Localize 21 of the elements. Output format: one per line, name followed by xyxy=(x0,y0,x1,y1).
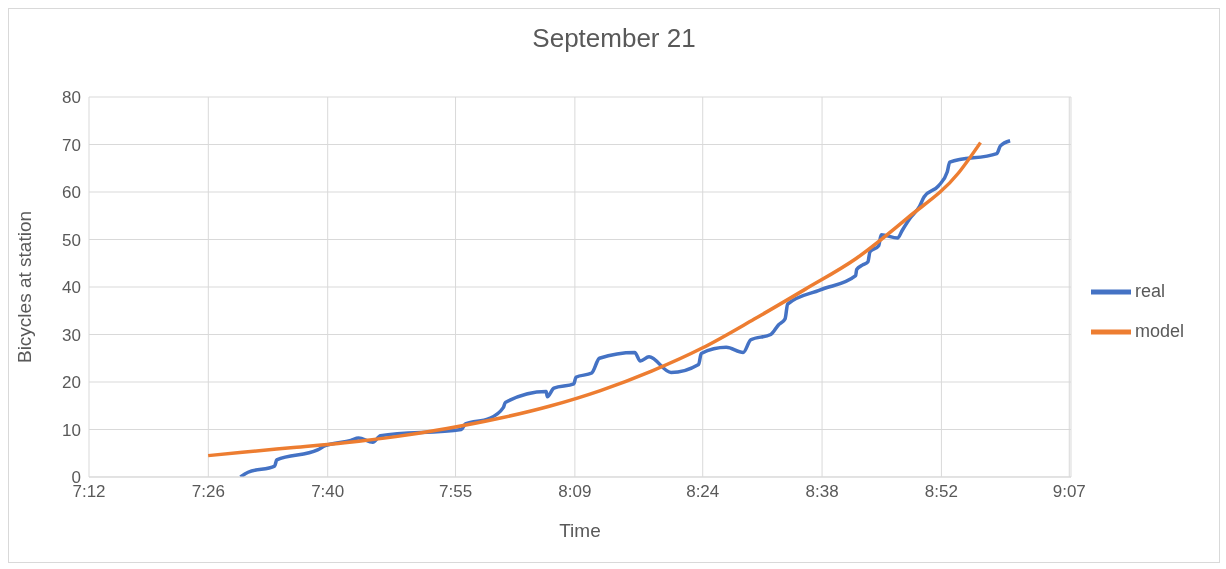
x-tick-label: 8:52 xyxy=(924,482,958,502)
y-tick-label: 80 xyxy=(62,88,81,108)
x-tick-label: 7:40 xyxy=(311,482,345,502)
y-tick-label: 60 xyxy=(62,183,81,203)
x-tick-label: 7:55 xyxy=(439,482,473,502)
x-tick-label: 8:38 xyxy=(805,482,839,502)
y-tick-label: 20 xyxy=(62,373,81,393)
y-tick-label: 50 xyxy=(62,230,81,250)
legend-label: model xyxy=(1134,320,1184,341)
y-tick-label: 10 xyxy=(62,420,81,440)
x-tick-label: 8:24 xyxy=(686,482,720,502)
x-tick-label: 8:09 xyxy=(558,482,592,502)
y-tick-label: 30 xyxy=(62,325,81,345)
x-axis-title: Time xyxy=(559,520,601,541)
y-tick-label: 70 xyxy=(62,135,81,155)
x-tick-label: 7:26 xyxy=(191,482,225,502)
y-tick-label: 40 xyxy=(62,278,81,298)
x-tick-label: 9:07 xyxy=(1052,482,1086,502)
legend-label: real xyxy=(1134,280,1165,301)
y-axis-title: Bicycles at station xyxy=(13,210,35,364)
chart-title: September 21 xyxy=(531,22,697,55)
